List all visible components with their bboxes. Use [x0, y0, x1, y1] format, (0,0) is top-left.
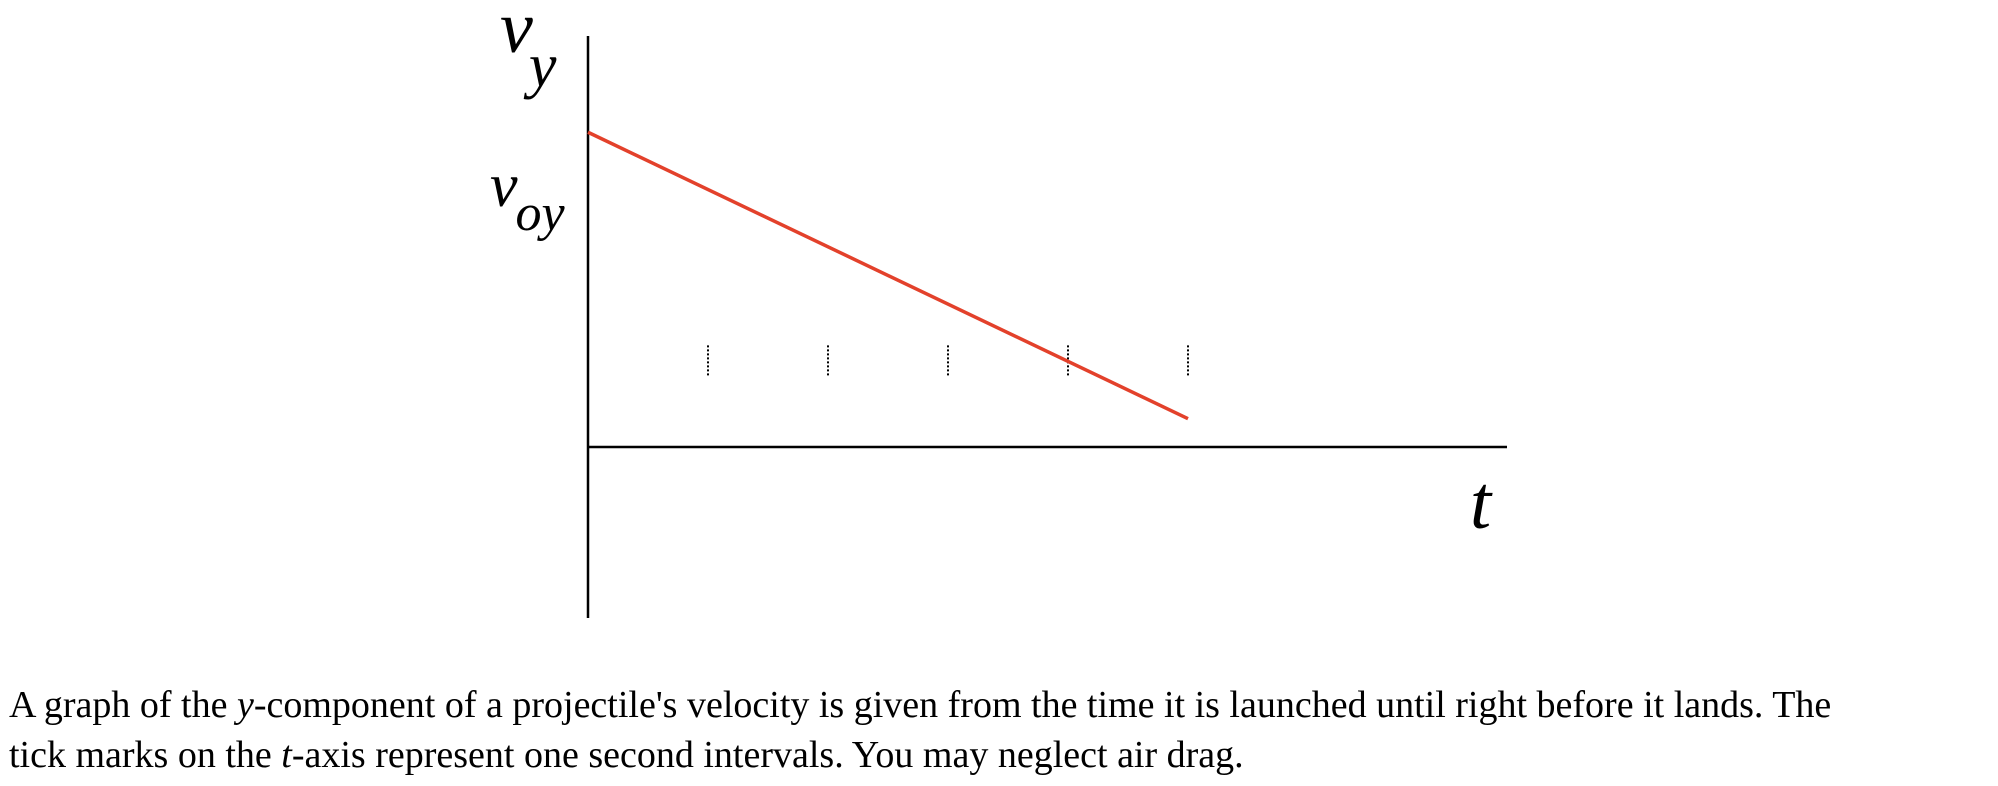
x-axis-label: t — [1470, 461, 1493, 545]
caption-variable-t: t — [281, 734, 292, 776]
velocity-time-graph: vy voy t — [490, 0, 1507, 618]
caption-variable-y: y — [236, 684, 254, 726]
caption-text: A graph of the — [9, 684, 237, 726]
y-axis-label: vy — [500, 0, 557, 100]
y-intercept-label: voy — [490, 152, 566, 242]
caption-line-2: tick marks on the t-axis represent one s… — [9, 730, 1994, 780]
velocity-line — [587, 130, 1189, 421]
caption-line-1: A graph of the y-component of a projecti… — [9, 680, 1994, 730]
caption-text: -axis represent one second intervals. Yo… — [291, 734, 1244, 776]
caption-text: -component of a projectile's velocity is… — [253, 684, 1832, 726]
caption-text: tick marks on the — [9, 734, 282, 776]
problem-caption: A graph of the y-component of a projecti… — [9, 680, 1994, 780]
x-axis-ticks — [707, 345, 1189, 378]
